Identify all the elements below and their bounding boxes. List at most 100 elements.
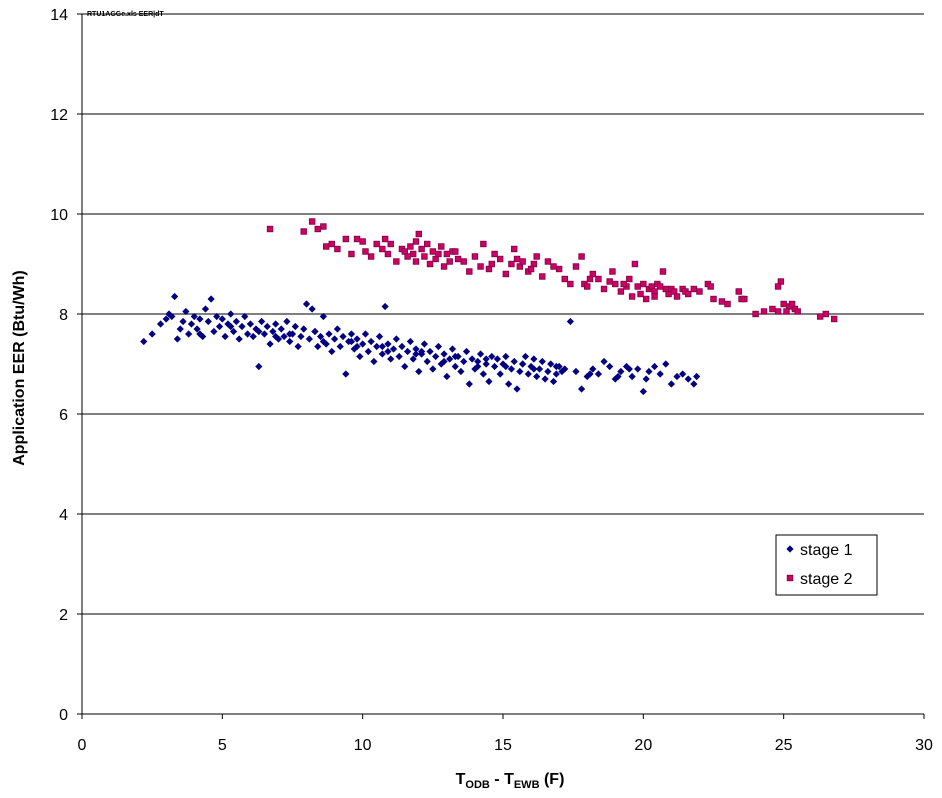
point-diamond-1 <box>617 367 625 376</box>
y-tick-label-10: 10 <box>50 207 68 224</box>
x-axis-title: TODB - TEWB (F) <box>456 771 565 791</box>
point-diamond-1 <box>328 347 336 356</box>
point-diamond-1 <box>359 340 367 348</box>
point-diamond-1 <box>606 362 614 371</box>
x-axis-title-tail: (F) <box>540 771 565 788</box>
point-square-2 <box>572 263 580 270</box>
point-diamond-1 <box>260 330 269 338</box>
point-diamond-1 <box>339 332 347 341</box>
point-diamond-1 <box>243 330 252 338</box>
point-diamond-1 <box>361 330 370 338</box>
point-diamond-1 <box>378 350 386 358</box>
point-diamond-1 <box>474 357 482 366</box>
point-diamond-1 <box>577 385 586 393</box>
point-diamond-1 <box>176 325 184 333</box>
point-diamond-1 <box>628 372 636 381</box>
point-square-2 <box>381 235 389 243</box>
point-diamond-1 <box>187 320 196 328</box>
point-diamond-1 <box>286 337 294 346</box>
series-stage-1 <box>140 292 701 396</box>
point-square-2 <box>634 283 641 290</box>
point-diamond-1 <box>367 337 375 346</box>
point-diamond-1 <box>201 305 210 313</box>
y-tick-label-0: 0 <box>59 707 68 724</box>
point-square-2 <box>710 295 717 303</box>
point-square-2 <box>685 290 692 298</box>
point-square-2 <box>513 255 521 263</box>
point-square-2 <box>609 268 616 275</box>
point-square-2 <box>659 268 667 275</box>
point-square-2 <box>443 250 451 258</box>
point-square-2 <box>379 245 386 253</box>
y-tick-label-4: 4 <box>59 507 68 524</box>
point-square-2 <box>606 278 613 285</box>
point-square-2 <box>822 310 829 318</box>
point-diamond-1 <box>552 370 560 378</box>
point-diamond-1 <box>171 292 179 301</box>
point-diamond-1 <box>373 342 381 351</box>
point-diamond-1 <box>168 312 176 321</box>
point-square-2 <box>328 240 335 248</box>
point-square-2 <box>384 250 392 258</box>
point-diamond-1 <box>448 345 457 353</box>
x-tick-label-10: 10 <box>354 737 372 754</box>
point-square-2 <box>511 245 518 253</box>
point-diamond-1 <box>510 357 518 366</box>
point-diamond-1 <box>283 317 291 326</box>
point-diamond-1 <box>451 352 459 361</box>
point-square-2 <box>491 250 498 258</box>
point-diamond-1 <box>412 350 420 358</box>
legend-marker-stage-2 <box>786 574 794 582</box>
point-square-2 <box>421 253 428 260</box>
point-diamond-1 <box>342 370 350 378</box>
legend-label-stage-2: stage 2 <box>800 571 853 588</box>
point-diamond-1 <box>263 322 271 331</box>
point-square-2 <box>774 308 782 315</box>
x-tick-label-25: 25 <box>775 737 793 754</box>
point-square-2 <box>533 253 540 260</box>
point-square-2 <box>412 258 420 265</box>
point-square-2 <box>561 275 568 283</box>
point-diamond-1 <box>488 352 496 361</box>
point-square-2 <box>555 265 563 273</box>
point-square-2 <box>412 238 420 245</box>
point-square-2 <box>502 270 510 278</box>
point-diamond-1 <box>572 367 580 376</box>
point-square-2 <box>471 253 479 260</box>
point-diamond-1 <box>527 362 535 371</box>
point-square-2 <box>477 263 484 270</box>
point-diamond-1 <box>440 357 448 366</box>
y-tick-label-8: 8 <box>59 307 68 324</box>
point-diamond-1 <box>415 367 423 376</box>
legend-square-icon <box>786 574 794 582</box>
y-tick-label-14: 14 <box>50 7 68 24</box>
x-tick-label-30: 30 <box>915 737 933 754</box>
point-diamond-1 <box>246 320 254 328</box>
data-points <box>140 218 838 396</box>
point-square-2 <box>362 248 369 255</box>
point-square-2 <box>415 230 422 238</box>
point-square-2 <box>418 245 425 253</box>
point-diamond-1 <box>277 325 285 333</box>
point-diamond-1 <box>280 332 288 341</box>
point-square-2 <box>830 315 838 323</box>
point-diamond-1 <box>232 317 240 326</box>
point-diamond-1 <box>502 352 510 361</box>
point-diamond-1 <box>446 355 454 363</box>
point-square-2 <box>320 223 327 230</box>
point-diamond-1 <box>690 380 698 388</box>
point-square-2 <box>769 305 776 313</box>
point-diamond-1 <box>502 362 510 371</box>
point-diamond-1 <box>179 317 187 326</box>
point-square-2 <box>440 263 448 270</box>
point-diamond-1 <box>196 315 204 323</box>
point-diamond-1 <box>684 375 692 383</box>
point-diamond-1 <box>331 335 339 343</box>
y-axis-ticks: 0 2 4 6 8 10 12 14 <box>50 7 82 724</box>
point-diamond-1 <box>297 332 305 341</box>
point-diamond-1 <box>462 347 471 356</box>
point-diamond-1 <box>412 345 420 353</box>
point-square-2 <box>409 250 417 258</box>
point-diamond-1 <box>392 335 400 343</box>
point-diamond-1 <box>207 295 215 303</box>
